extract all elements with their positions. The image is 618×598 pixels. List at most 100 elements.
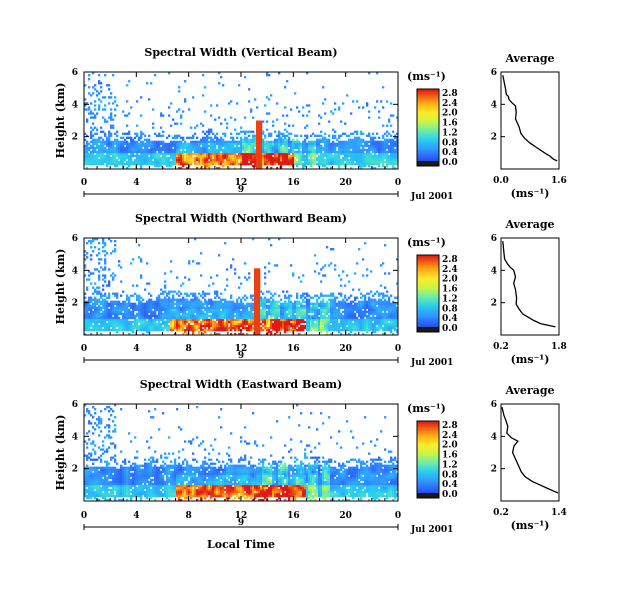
heatmap-cell	[230, 162, 233, 166]
heatmap-cell	[260, 136, 263, 139]
heatmap-cell	[170, 304, 173, 308]
heatmap-cell	[188, 136, 191, 139]
heatmap-cell	[220, 138, 223, 142]
heatmap-cell	[118, 152, 121, 156]
heatmap-cell	[102, 324, 105, 328]
heatmap-cell	[206, 150, 209, 154]
heatmap-cell	[286, 156, 289, 160]
heatmap-cell	[322, 302, 325, 305]
heatmap-cell	[126, 136, 129, 139]
heatmap-cell	[138, 146, 141, 150]
heatmap-cell	[372, 156, 375, 160]
heatmap-cell	[392, 162, 395, 166]
heatmap-cell	[278, 138, 281, 142]
heatmap-cell	[268, 310, 271, 314]
heatmap-cell	[88, 162, 91, 166]
heatmap-cell	[300, 310, 303, 314]
heatmap-cell	[174, 326, 177, 330]
heatmap-cell	[250, 304, 253, 308]
heatmap-cell	[272, 146, 275, 150]
heatmap-cell	[370, 146, 373, 150]
heatmap-cell	[146, 304, 149, 308]
heatmap-cell	[358, 300, 361, 303]
heatmap-cell	[114, 248, 117, 251]
heatmap-cell	[130, 312, 133, 316]
heatmap-cell	[222, 132, 225, 135]
heatmap-cell	[158, 146, 161, 150]
heatmap-cell	[184, 158, 187, 162]
heatmap-cell	[192, 260, 195, 263]
heatmap-cell	[360, 320, 363, 324]
heatmap-cell	[162, 290, 165, 293]
heatmap-cell	[98, 306, 101, 310]
heatmap-cell	[162, 304, 165, 308]
heatmap-cell	[262, 130, 265, 133]
heatmap-cell	[84, 324, 87, 328]
heatmap-cell	[160, 326, 163, 330]
heatmap-cell	[220, 144, 223, 148]
heatmap-cell	[386, 140, 389, 144]
heatmap-cell	[184, 318, 187, 322]
heatmap-cell	[144, 148, 147, 152]
heatmap-cell	[228, 308, 231, 312]
heatmap-cell	[240, 154, 243, 158]
heatmap-cell	[258, 148, 261, 152]
heatmap-cell	[352, 148, 355, 152]
heatmap-cell	[330, 160, 333, 164]
heatmap-cell	[114, 328, 117, 332]
heatmap-cell	[380, 156, 383, 160]
heatmap-cell	[374, 154, 377, 158]
heatmap-cell	[114, 100, 117, 103]
heatmap-cell	[350, 160, 353, 164]
heatmap-cell	[320, 134, 323, 137]
heatmap-cell	[204, 302, 207, 305]
heatmap-cell	[318, 308, 321, 312]
heatmap-cell	[340, 162, 343, 166]
heatmap-cell	[158, 294, 161, 297]
heatmap-cell	[180, 322, 183, 326]
heatmap-cell	[340, 300, 343, 303]
heatmap-cell	[242, 158, 245, 162]
heatmap-cell	[168, 328, 171, 332]
heatmap-cell	[332, 318, 335, 322]
heatmap-cell	[352, 314, 355, 318]
heatmap-cell	[290, 294, 293, 297]
heatmap-cell	[194, 296, 197, 299]
heatmap-cell	[126, 308, 129, 312]
heatmap-cell	[262, 140, 265, 144]
heatmap-cell	[150, 316, 153, 320]
heatmap-cell	[294, 314, 297, 318]
heatmap-cell	[228, 148, 231, 152]
heatmap-cell	[220, 142, 223, 146]
heatmap-cell	[86, 286, 89, 289]
heatmap-cell	[192, 292, 195, 295]
heatmap-cell	[182, 282, 185, 285]
heatmap-cell	[206, 130, 209, 133]
colorbar-swatch	[417, 152, 439, 155]
heatmap-cell	[226, 312, 229, 316]
heatmap-cell	[348, 324, 351, 328]
heatmap-cell	[396, 136, 399, 139]
heatmap-cell	[246, 156, 249, 160]
heatmap-cell	[122, 142, 125, 146]
heatmap-cell	[396, 150, 399, 154]
heatmap-cell	[272, 326, 275, 330]
heatmap-cell	[372, 146, 375, 150]
heatmap-cell	[256, 144, 259, 148]
heatmap-cell	[178, 300, 181, 303]
heatmap-cell	[306, 124, 309, 127]
heatmap-cell	[108, 322, 111, 326]
heatmap-cell	[330, 318, 333, 322]
heatmap-cell	[294, 328, 297, 332]
heatmap-cell	[198, 332, 201, 336]
heatmap-cell	[254, 276, 257, 279]
heatmap-cell	[302, 326, 305, 330]
heatmap-cell	[188, 312, 191, 316]
heatmap-cell	[336, 154, 339, 158]
heatmap-cell	[180, 140, 183, 144]
heatmap-cell	[286, 130, 289, 133]
heatmap-cell	[208, 300, 211, 303]
heatmap-cell	[340, 278, 343, 281]
heatmap-cell	[174, 156, 177, 160]
heatmap-cell	[222, 318, 225, 322]
